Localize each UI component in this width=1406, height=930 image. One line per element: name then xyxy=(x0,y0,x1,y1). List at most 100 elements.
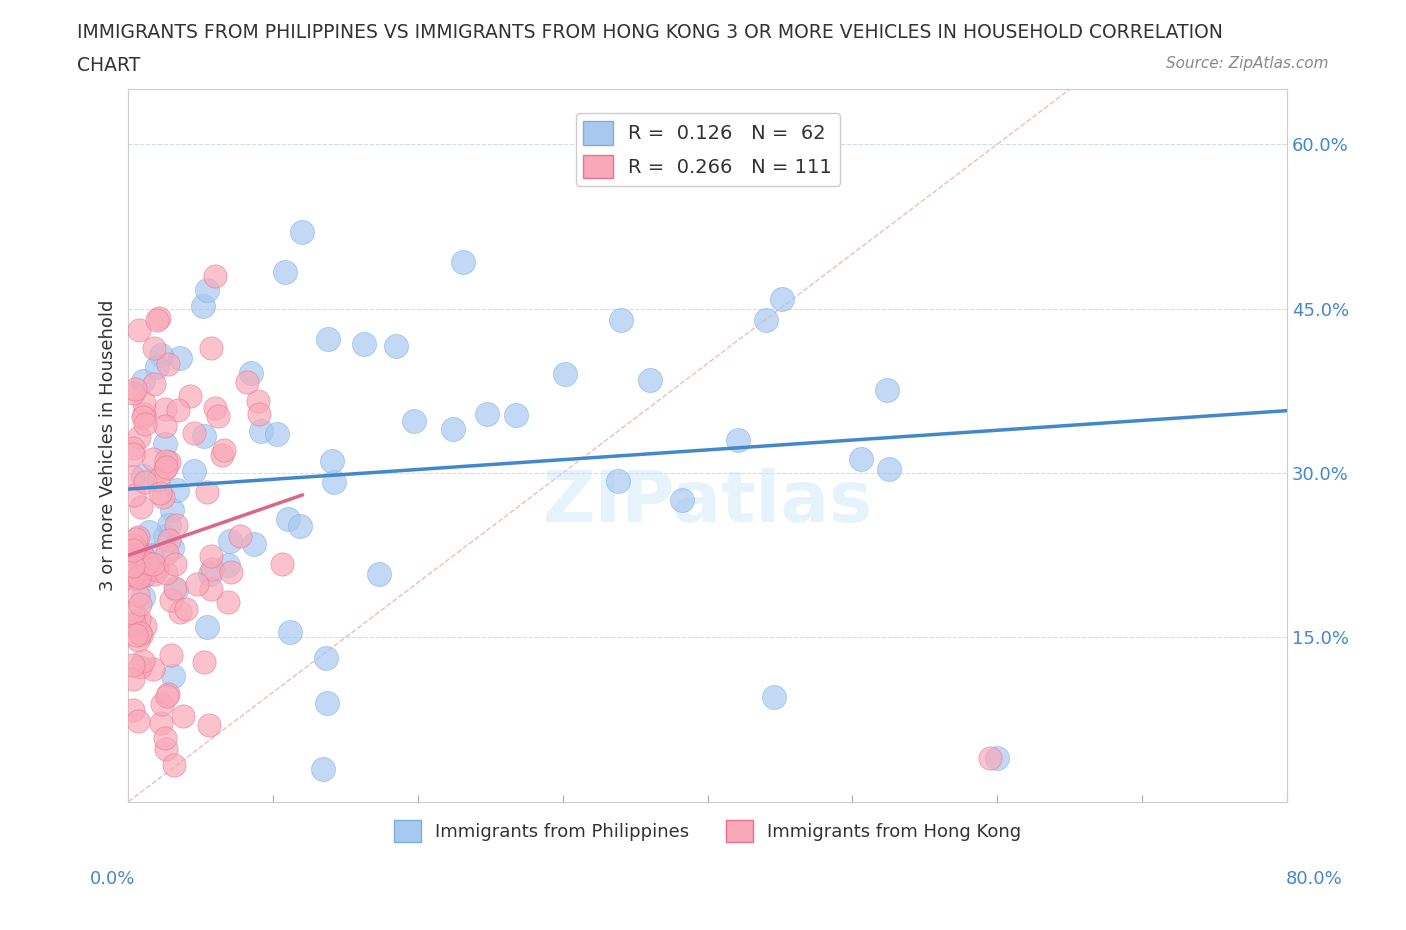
Point xyxy=(127,713,149,728)
Point xyxy=(157,517,180,532)
Point xyxy=(195,283,218,298)
Point xyxy=(204,400,226,415)
Point xyxy=(153,418,176,433)
Point xyxy=(121,671,143,686)
Point xyxy=(145,360,167,375)
Point xyxy=(160,540,183,555)
Point xyxy=(979,751,1001,765)
Point xyxy=(132,590,155,604)
Point xyxy=(193,299,215,313)
Point xyxy=(142,377,165,392)
Point xyxy=(131,628,153,643)
Point xyxy=(316,331,339,346)
Point xyxy=(353,337,375,352)
Point xyxy=(124,540,146,555)
Point xyxy=(142,556,165,571)
Point xyxy=(315,696,337,711)
Point xyxy=(240,365,263,380)
Point xyxy=(156,689,179,704)
Point xyxy=(128,323,150,338)
Point xyxy=(155,459,177,474)
Point xyxy=(134,618,156,633)
Point xyxy=(160,647,183,662)
Point xyxy=(763,689,786,704)
Point xyxy=(243,537,266,551)
Point xyxy=(367,567,389,582)
Point xyxy=(121,559,143,574)
Point xyxy=(162,757,184,772)
Text: 80.0%: 80.0% xyxy=(1286,870,1343,888)
Point xyxy=(124,628,146,643)
Point xyxy=(155,453,177,468)
Point xyxy=(121,447,143,462)
Point xyxy=(165,582,187,597)
Point xyxy=(219,565,242,579)
Point xyxy=(246,394,269,409)
Text: 0.0%: 0.0% xyxy=(90,870,135,888)
Point xyxy=(183,464,205,479)
Point xyxy=(312,762,335,777)
Point xyxy=(128,596,150,611)
Point xyxy=(278,625,301,640)
Point xyxy=(200,340,222,355)
Point xyxy=(163,557,186,572)
Point xyxy=(183,425,205,440)
Point xyxy=(197,485,219,499)
Point xyxy=(610,312,633,327)
Point xyxy=(217,558,239,573)
Text: CHART: CHART xyxy=(77,56,141,74)
Point xyxy=(157,455,180,470)
Point xyxy=(207,409,229,424)
Point xyxy=(125,531,148,546)
Point xyxy=(155,566,177,581)
Point xyxy=(128,430,150,445)
Point xyxy=(271,557,294,572)
Point xyxy=(321,454,343,469)
Point xyxy=(121,470,143,485)
Point xyxy=(134,568,156,583)
Point xyxy=(200,549,222,564)
Point xyxy=(149,716,172,731)
Point xyxy=(385,339,408,353)
Point xyxy=(755,312,778,327)
Point xyxy=(193,429,215,444)
Point xyxy=(132,568,155,583)
Point xyxy=(249,424,271,439)
Point xyxy=(128,569,150,584)
Point xyxy=(166,483,188,498)
Point xyxy=(217,595,239,610)
Point xyxy=(128,529,150,544)
Point xyxy=(229,528,252,543)
Point xyxy=(127,544,149,559)
Point xyxy=(204,268,226,283)
Point xyxy=(201,561,224,576)
Point xyxy=(195,619,218,634)
Point xyxy=(165,518,187,533)
Point xyxy=(274,265,297,280)
Point xyxy=(124,539,146,554)
Point xyxy=(290,519,312,534)
Point xyxy=(121,440,143,455)
Point xyxy=(155,436,177,451)
Point xyxy=(219,534,242,549)
Legend: Immigrants from Philippines, Immigrants from Hong Kong: Immigrants from Philippines, Immigrants … xyxy=(387,813,1029,850)
Point xyxy=(129,626,152,641)
Text: Source: ZipAtlas.com: Source: ZipAtlas.com xyxy=(1166,56,1329,71)
Point xyxy=(132,396,155,411)
Point xyxy=(212,443,235,458)
Point xyxy=(148,311,170,325)
Point xyxy=(142,451,165,466)
Point xyxy=(169,604,191,619)
Point xyxy=(129,499,152,514)
Point xyxy=(132,653,155,668)
Point xyxy=(121,556,143,571)
Point xyxy=(121,386,143,401)
Point xyxy=(146,563,169,578)
Point xyxy=(143,566,166,581)
Point xyxy=(266,427,288,442)
Text: IMMIGRANTS FROM PHILIPPINES VS IMMIGRANTS FROM HONG KONG 3 OR MORE VEHICLES IN H: IMMIGRANTS FROM PHILIPPINES VS IMMIGRANT… xyxy=(77,23,1223,42)
Point xyxy=(124,381,146,396)
Point xyxy=(125,560,148,575)
Point xyxy=(554,367,576,382)
Point xyxy=(162,502,184,517)
